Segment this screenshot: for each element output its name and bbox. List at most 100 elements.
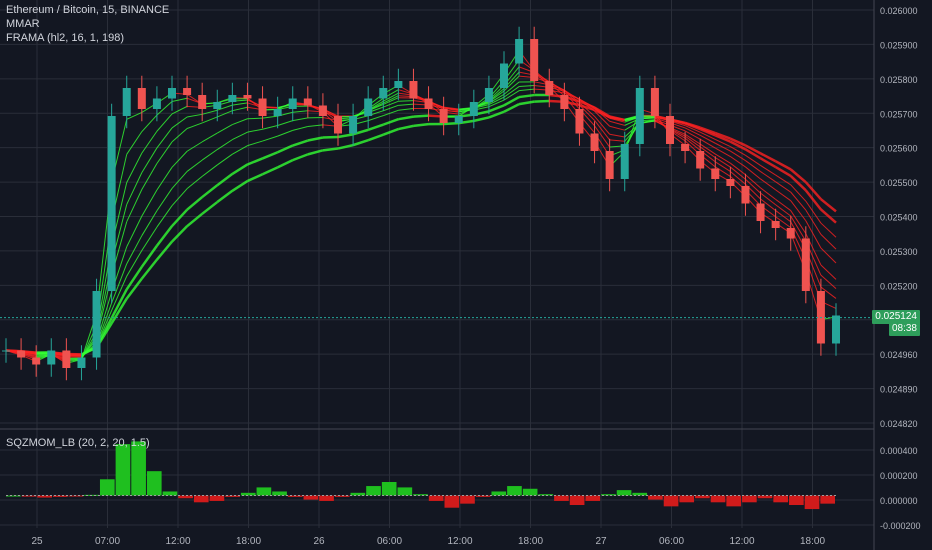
ribbon-segment bbox=[804, 181, 822, 200]
ribbon-segment bbox=[171, 116, 188, 129]
histogram-bar bbox=[115, 444, 131, 496]
ribbon-segment bbox=[775, 174, 791, 186]
ribbon-segment bbox=[383, 109, 399, 117]
ribbon-segment bbox=[594, 125, 611, 148]
ribbon-segment bbox=[488, 99, 505, 108]
ribbon-segment bbox=[171, 171, 188, 189]
candle-body bbox=[379, 88, 388, 99]
bar-countdown-tag: 08:38 bbox=[888, 322, 920, 336]
ribbon-segment bbox=[594, 110, 610, 127]
price-tick-label: 0.025400 bbox=[880, 213, 918, 223]
indicator-sqzmom-label[interactable]: SQZMOM_LB (20, 2, 20, 1.5) bbox=[6, 437, 150, 449]
ribbon-segment bbox=[156, 101, 173, 116]
histogram-bar bbox=[695, 495, 710, 499]
ribbon-segment bbox=[186, 141, 203, 152]
ribbon-segment bbox=[217, 104, 233, 111]
ribbon-segment bbox=[609, 139, 625, 142]
ribbon-segment bbox=[790, 191, 807, 211]
histogram-bar bbox=[287, 495, 303, 497]
candle-body bbox=[756, 203, 765, 221]
indicator-mmar-label[interactable]: MMAR bbox=[6, 18, 40, 30]
histogram-bar bbox=[601, 494, 616, 496]
ribbon-segment bbox=[684, 130, 701, 140]
ribbon-segment bbox=[715, 138, 731, 148]
candle-body bbox=[168, 88, 176, 99]
ribbon-segment bbox=[805, 209, 822, 235]
ribbon-segment bbox=[715, 147, 731, 157]
ribbon-segment bbox=[488, 96, 505, 106]
ribbon-segment bbox=[579, 104, 595, 121]
ribbon-segment bbox=[730, 162, 746, 176]
ribbon-segment bbox=[715, 166, 731, 177]
ribbon-segment bbox=[564, 92, 580, 100]
ribbon-segment bbox=[579, 103, 595, 112]
candle-body bbox=[666, 116, 674, 144]
ribbon-segment bbox=[307, 136, 324, 142]
ribbon-segment bbox=[216, 172, 234, 187]
histogram-bar bbox=[428, 495, 444, 501]
ribbon-segment bbox=[382, 118, 399, 126]
histogram-bar bbox=[804, 495, 820, 510]
ribbon-segment bbox=[398, 103, 414, 106]
ribbon-segment bbox=[232, 118, 248, 126]
candle-body bbox=[681, 144, 690, 151]
candle-body bbox=[32, 357, 41, 365]
histogram-bar bbox=[569, 495, 585, 505]
ribbon-segment bbox=[126, 215, 143, 247]
ribbon-segment bbox=[141, 114, 158, 132]
candle-body bbox=[454, 116, 463, 123]
ribbon-segment bbox=[730, 156, 746, 168]
ribbon-segment bbox=[744, 148, 762, 160]
ribbon-segment bbox=[745, 174, 761, 189]
ribbon-segment bbox=[201, 164, 218, 177]
ribbon-segment bbox=[760, 178, 776, 191]
candle-body bbox=[62, 350, 71, 368]
candle-body bbox=[711, 168, 720, 179]
price-axis[interactable]: 0.026000 0.025900 0.025800 0.025700 0.025600… bbox=[880, 6, 918, 429]
ribbon-segment bbox=[759, 152, 777, 163]
price-tick-label: 0.024890 bbox=[880, 385, 918, 395]
candle-body bbox=[364, 98, 373, 116]
histogram-bar bbox=[475, 495, 491, 497]
ribbon-segment bbox=[398, 100, 414, 102]
histogram-bar bbox=[225, 495, 240, 497]
histogram-bar bbox=[256, 487, 272, 496]
histogram-bar bbox=[554, 495, 569, 501]
ribbon-segment bbox=[125, 266, 143, 291]
ribbon-segment bbox=[247, 140, 263, 147]
symbol-title[interactable]: Ethereum / Bitcoin, 15, BINANCE bbox=[6, 4, 170, 16]
ribbon-segment bbox=[171, 105, 188, 115]
price-tick-label: 0.025700 bbox=[880, 109, 918, 119]
indicator-frama-label[interactable]: FRAMA (hl2, 16, 1, 198) bbox=[6, 32, 124, 44]
ribbon-segment bbox=[262, 125, 278, 130]
ribbon-segment bbox=[247, 117, 263, 120]
candle-body bbox=[288, 98, 297, 109]
ribbon-segment bbox=[775, 189, 792, 202]
price-tick-label: 0.025500 bbox=[880, 178, 918, 188]
ribbon-segment bbox=[473, 116, 490, 123]
histogram-bar bbox=[52, 495, 68, 497]
ribbon-segment bbox=[231, 180, 249, 192]
ribbon-segment bbox=[684, 137, 701, 151]
ribbon-segment bbox=[186, 159, 203, 172]
histogram-bar bbox=[350, 492, 366, 496]
ribbon-segment bbox=[111, 275, 128, 311]
time-axis[interactable]: 25 07:00 12:00 18:00 26 06:00 12:00 18:00 27 06:0… bbox=[31, 536, 825, 547]
ribbon-segment bbox=[715, 142, 731, 152]
ribbon-segment bbox=[232, 131, 248, 141]
time-tick-label: 12:00 bbox=[729, 536, 754, 547]
ribbon-segment bbox=[744, 144, 762, 155]
ribbon-segment bbox=[201, 149, 218, 161]
ribbon-segment bbox=[774, 165, 792, 178]
histogram-bar bbox=[632, 492, 648, 496]
ribbon-segment bbox=[292, 139, 309, 147]
histogram-bar bbox=[146, 471, 162, 496]
histogram-bar bbox=[381, 482, 397, 496]
histogram-bar bbox=[663, 495, 679, 507]
ribbon-segment bbox=[141, 189, 158, 217]
ribbon-segment bbox=[141, 163, 158, 190]
ribbon-segment bbox=[277, 158, 294, 169]
oscillator-axis[interactable]: 0.000400 0.000200 0.000000 -0.000200 bbox=[880, 446, 921, 531]
time-tick-label: 06:00 bbox=[377, 536, 402, 547]
